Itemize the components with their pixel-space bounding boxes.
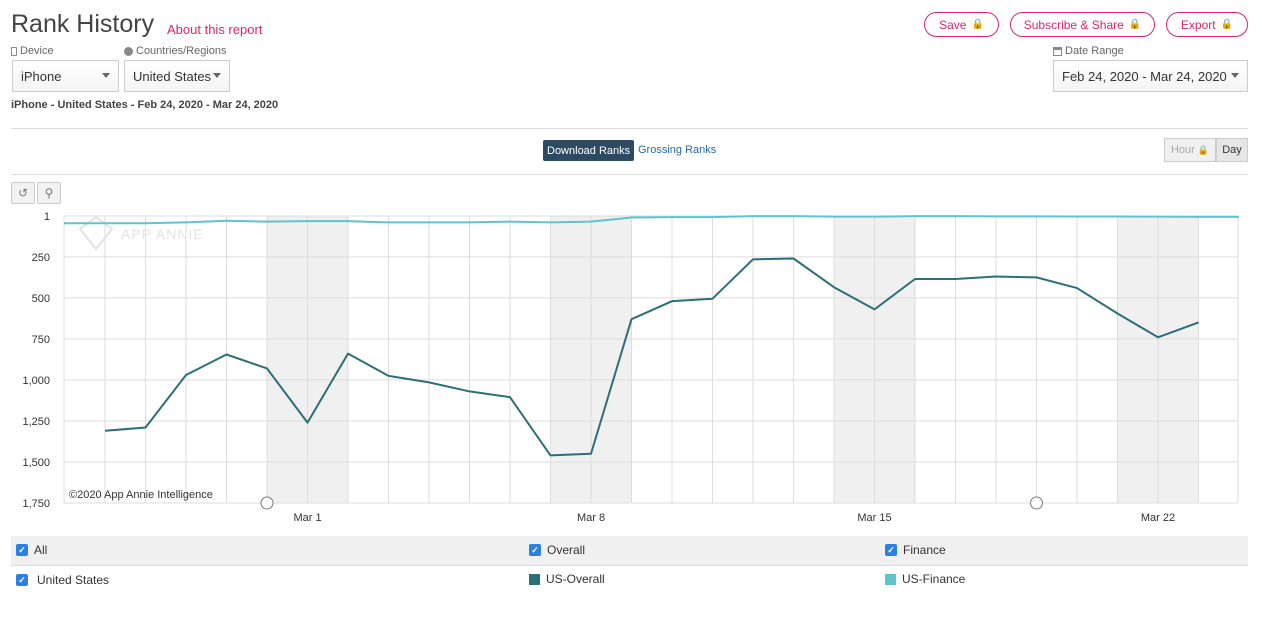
lock-icon: 🔒 (1220, 19, 1234, 30)
device-label: Device (11, 45, 54, 57)
y-tick-label: 1,000 (22, 375, 50, 387)
y-tick-label: 250 (32, 252, 50, 264)
diamond-logo-icon (78, 215, 114, 251)
divider (11, 174, 1248, 175)
device-select[interactable]: iPhone (12, 60, 119, 92)
export-label: Export (1180, 17, 1216, 32)
granularity-day-button[interactable]: Day (1216, 138, 1248, 162)
legend-header-row (11, 536, 1248, 565)
subscribe-share-button[interactable]: Subscribe & Share 🔒 (1010, 12, 1155, 37)
lock-icon: 🔒 (971, 19, 984, 30)
us-finance-swatch (885, 573, 896, 585)
y-tick-label: 1,750 (22, 498, 50, 510)
save-label: Save (939, 17, 967, 32)
series-line-us-overall[interactable] (104, 257, 1199, 457)
tab-download-ranks[interactable]: Download Ranks (543, 140, 635, 161)
lock-icon: 🔒 (1197, 144, 1210, 155)
date-range-select[interactable]: Feb 24, 2020 - Mar 24, 2020 (1053, 60, 1248, 92)
tab-grossing-ranks[interactable]: Grossing Ranks (638, 144, 717, 156)
legend-finance[interactable]: ✓ Finance (885, 543, 946, 557)
y-tick-label: 1,250 (22, 416, 50, 428)
y-tick-label: 500 (32, 293, 50, 305)
series-line-us-finance[interactable] (105, 215, 1239, 225)
about-report-link[interactable]: About this report (167, 22, 263, 37)
chevron-down-icon (102, 73, 110, 78)
page-title: Rank History (11, 10, 155, 38)
subscribe-label: Subscribe & Share (1023, 17, 1124, 32)
checkbox-checked-icon[interactable]: ✓ (16, 574, 28, 586)
legend-overall[interactable]: ✓ Overall (529, 543, 585, 557)
countries-label: Countries/Regions (124, 45, 227, 57)
reset-zoom-button[interactable]: ↺ (11, 182, 35, 204)
x-tick-label: Mar 8 (577, 512, 605, 524)
legend-us-finance[interactable]: US-Finance (885, 572, 965, 586)
save-button[interactable]: Save 🔒 (924, 12, 999, 37)
app-annie-watermark: APP ANNIE (78, 215, 204, 251)
globe-icon (124, 46, 133, 56)
date-range-label: Date Range (1053, 45, 1124, 57)
granularity-hour-button[interactable]: Hour 🔒 (1164, 138, 1216, 162)
event-marker-icon[interactable] (1030, 496, 1043, 510)
rank-chart[interactable]: APP ANNIE 1 250 500 750 1,000 1,250 1,500 1,750… (0, 205, 1262, 530)
y-tick-label: 750 (32, 334, 50, 346)
event-marker-icon[interactable] (260, 496, 274, 510)
checkbox-checked-icon[interactable]: ✓ (885, 544, 897, 556)
checkbox-checked-icon[interactable]: ✓ (16, 544, 28, 556)
y-tick-label: 1,500 (22, 457, 50, 469)
x-tick-label: Mar 22 (1141, 512, 1175, 524)
legend-all[interactable]: ✓ All (16, 543, 47, 557)
zoom-icon: ⚲ (44, 186, 54, 200)
x-tick-label: Mar 15 (857, 512, 891, 524)
country-select[interactable]: United States (124, 60, 230, 92)
legend-country[interactable]: ✓ United States (16, 573, 109, 587)
calendar-icon (1053, 46, 1062, 56)
checkbox-checked-icon[interactable]: ✓ (529, 544, 541, 556)
divider (11, 128, 1248, 129)
chevron-down-icon (213, 73, 221, 78)
phone-icon (11, 46, 17, 56)
export-button[interactable]: Export 🔒 (1166, 12, 1248, 37)
us-overall-swatch (529, 573, 540, 585)
copyright-text: ©2020 App Annie Intelligence (69, 489, 213, 501)
x-tick-label: Mar 1 (293, 512, 321, 524)
undo-icon: ↺ (17, 186, 29, 200)
lock-icon: 🔒 (1128, 19, 1142, 30)
watermark-text: APP ANNIE (121, 226, 204, 242)
chevron-down-icon (1231, 73, 1239, 78)
divider (11, 565, 1248, 566)
report-subtitle: iPhone - United States - Feb 24, 2020 - … (11, 99, 279, 111)
zoom-button[interactable]: ⚲ (37, 182, 61, 204)
legend-us-overall[interactable]: US-Overall (529, 572, 605, 586)
y-tick-label: 1 (44, 211, 50, 223)
